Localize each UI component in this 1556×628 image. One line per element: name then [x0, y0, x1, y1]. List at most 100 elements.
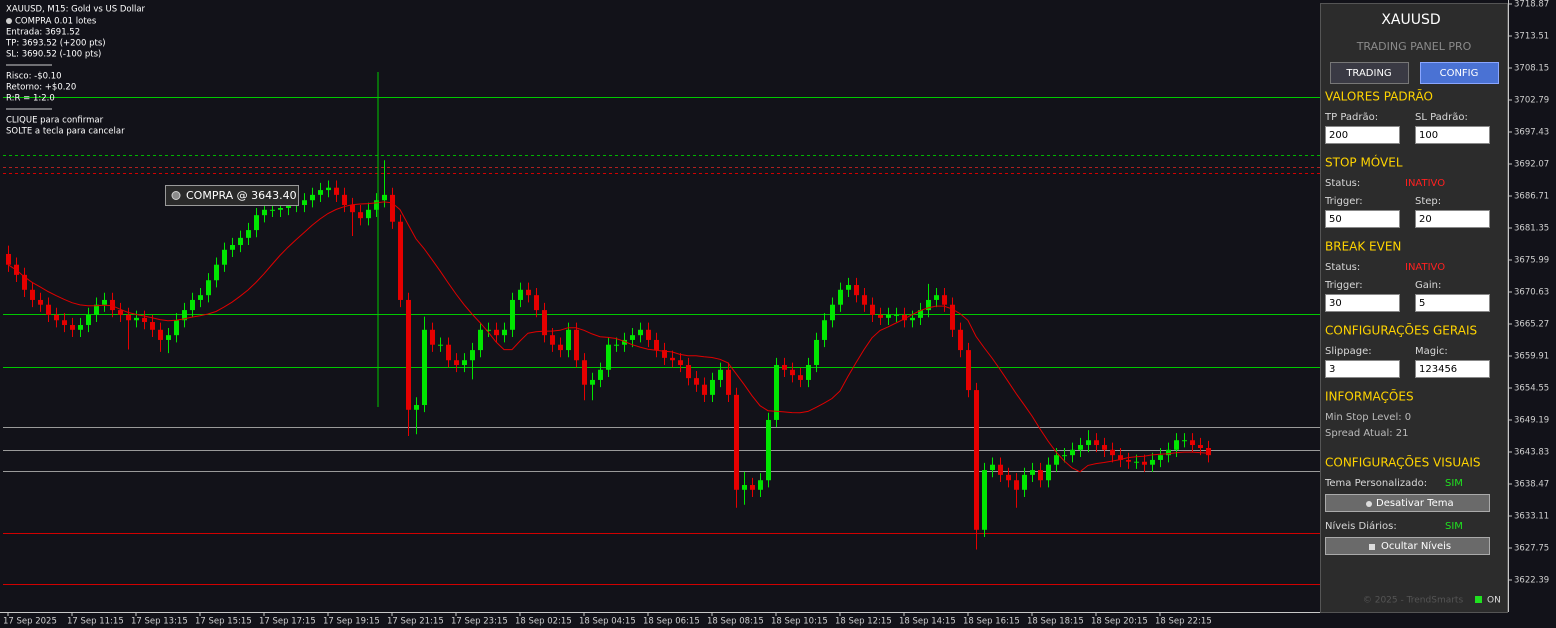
candle-body — [910, 317, 915, 321]
y-tick-label: 3649.19 — [1514, 416, 1549, 426]
candle-body — [78, 325, 83, 330]
button[interactable] — [1325, 537, 1490, 555]
candle-body — [166, 335, 171, 340]
candle-body — [486, 329, 491, 331]
candle-body — [598, 369, 603, 380]
candle-body — [462, 360, 467, 366]
candle-body — [806, 365, 811, 380]
tooltip-box — [165, 185, 299, 206]
input[interactable] — [1325, 294, 1400, 312]
info-line: SOLTE a tecla para cancelar — [6, 127, 125, 137]
section-title: CONFIGURAÇÕES GERAIS — [1325, 323, 1477, 338]
candle-body — [1078, 445, 1083, 450]
candle-body — [302, 200, 307, 206]
info-line: XAUUSD, M15: Gold vs US Dollar — [6, 5, 146, 15]
candle-body — [158, 329, 163, 340]
candle-body — [574, 329, 579, 361]
input[interactable] — [1415, 126, 1490, 144]
candle-body — [566, 329, 571, 351]
candle-body — [518, 289, 523, 300]
candle-body — [358, 212, 363, 219]
field-label: Slippage: — [1325, 346, 1372, 357]
input-value[interactable]: 3 — [1329, 364, 1335, 375]
candle-body — [758, 480, 763, 490]
x-tick-label: 18 Sep 06:15 — [643, 617, 700, 627]
candle-body — [902, 314, 907, 321]
candle-body — [110, 299, 115, 311]
y-tick-label: 3697.43 — [1514, 128, 1549, 138]
x-tick-label: 17 Sep 15:15 — [195, 617, 252, 627]
x-tick-label: 18 Sep 08:15 — [707, 617, 764, 627]
candle-body — [174, 320, 179, 336]
x-tick-label: 18 Sep 10:15 — [771, 617, 828, 627]
candle-body — [1070, 449, 1075, 456]
candle-body — [678, 360, 683, 366]
candle-body — [382, 194, 387, 201]
y-tick-label: 3633.11 — [1514, 512, 1549, 522]
input-value[interactable]: 50 — [1329, 214, 1342, 225]
candle-body — [334, 187, 339, 195]
tab-label[interactable]: CONFIG — [1440, 68, 1479, 79]
section-title: CONFIGURAÇÕES VISUAIS — [1325, 455, 1481, 470]
candle-body — [414, 405, 419, 410]
input[interactable] — [1325, 126, 1400, 144]
candle-body — [1134, 461, 1139, 463]
x-tick-label: 17 Sep 13:15 — [131, 617, 188, 627]
candle-body — [182, 310, 187, 321]
trading-panel: XAUUSD TRADING PANEL PRO TRADING CONFIG … — [1320, 3, 1508, 613]
bullet — [6, 18, 12, 24]
candle-body — [702, 384, 707, 395]
button-icon — [1366, 501, 1372, 507]
input[interactable] — [1325, 210, 1400, 228]
candle-body — [134, 317, 139, 321]
input-value[interactable]: 20 — [1419, 214, 1432, 225]
y-tick-label: 3665.27 — [1514, 320, 1549, 330]
candle-body — [886, 314, 891, 318]
status-value: INATIVO — [1405, 262, 1445, 273]
candle-body — [1046, 464, 1051, 481]
input-value[interactable]: 200 — [1329, 130, 1348, 141]
field-label: TP Padrão: — [1324, 112, 1378, 123]
button[interactable] — [1325, 494, 1490, 512]
input-value[interactable]: 5 — [1419, 298, 1425, 309]
button-label[interactable]: Ocultar Níveis — [1381, 540, 1451, 552]
input[interactable] — [1415, 360, 1490, 378]
candle-body — [710, 379, 715, 395]
tab-label[interactable]: TRADING — [1345, 68, 1391, 79]
footer: © 2025 - TrendSmarts — [1363, 596, 1464, 606]
candle-body — [670, 357, 675, 361]
x-tick-label: 17 Sep 23:15 — [451, 617, 508, 627]
tab-button[interactable] — [1330, 62, 1409, 84]
input[interactable] — [1325, 360, 1400, 378]
section-title: STOP MÓVEL — [1325, 155, 1403, 170]
status-value: INATIVO — [1405, 178, 1445, 189]
candle-body — [1118, 455, 1123, 460]
candle-body — [150, 322, 155, 330]
info-line: CLIQUE para confirmar — [6, 116, 104, 126]
input-value[interactable]: 100 — [1419, 130, 1438, 141]
info-line: TP: 3693.52 (+200 pts) — [5, 39, 106, 49]
candle-body — [326, 187, 331, 191]
y-tick-label: 3713.51 — [1514, 32, 1549, 42]
candle-body — [814, 339, 819, 366]
input[interactable] — [1415, 294, 1490, 312]
moving-average — [7, 201, 1209, 473]
candle-body — [526, 289, 531, 296]
candle-body — [470, 350, 475, 361]
input-value[interactable]: 30 — [1329, 298, 1342, 309]
y-tick-label: 3622.39 — [1514, 576, 1549, 586]
candle-body — [22, 274, 27, 290]
candle-body — [54, 314, 59, 321]
section-title: VALORES PADRÃO — [1325, 89, 1433, 104]
input[interactable] — [1415, 210, 1490, 228]
candle-body — [870, 304, 875, 315]
input-value[interactable]: 123456 — [1419, 364, 1457, 375]
button-label[interactable]: Desativar Tema — [1376, 498, 1454, 509]
candle-body — [406, 299, 411, 410]
candle-body — [262, 209, 267, 216]
tab-button[interactable] — [1420, 62, 1499, 84]
candle-body — [590, 379, 595, 385]
candle-body — [854, 285, 859, 296]
candle-body — [502, 329, 507, 336]
candle-body — [422, 329, 427, 406]
